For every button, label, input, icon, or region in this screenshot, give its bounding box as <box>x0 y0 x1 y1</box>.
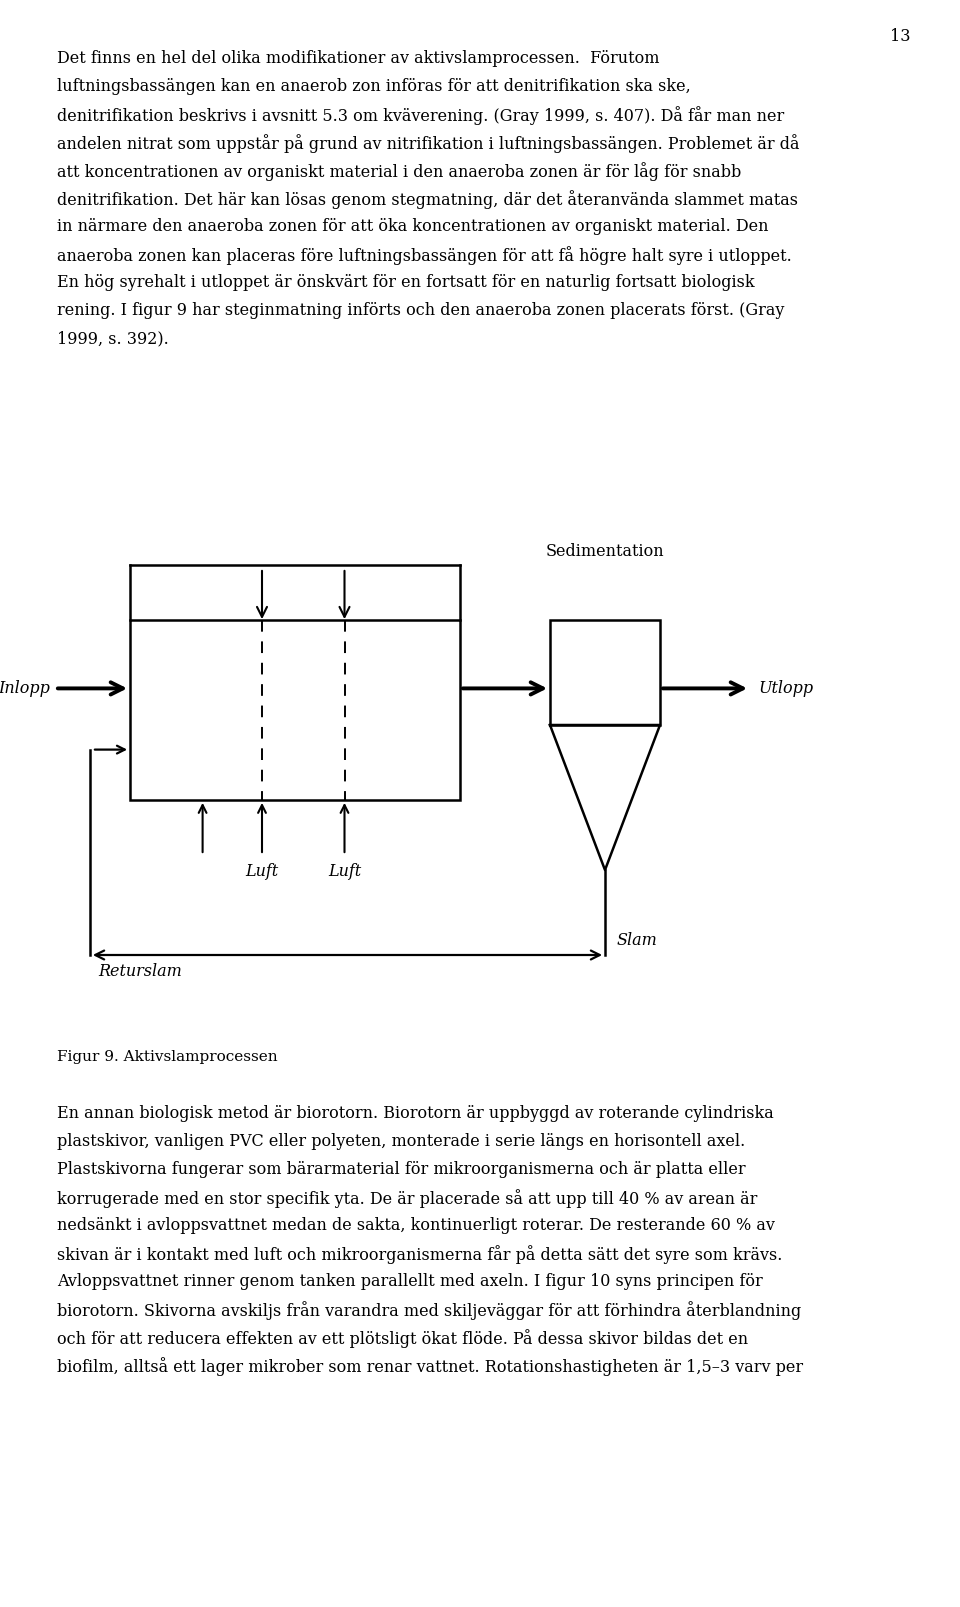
Text: rening. I figur 9 har steginmatning införts och den anaeroba zonen placerats för: rening. I figur 9 har steginmatning infö… <box>57 302 784 320</box>
Text: anaeroba zonen kan placeras före luftningsbassängen för att få högre halt syre i: anaeroba zonen kan placeras före luftnin… <box>57 246 792 265</box>
Text: Plastskivorna fungerar som bärarmaterial för mikroorganismerna och är platta ell: Plastskivorna fungerar som bärarmaterial… <box>57 1160 746 1178</box>
Text: in närmare den anaeroba zonen för att öka koncentrationen av organiskt material.: in närmare den anaeroba zonen för att ök… <box>57 219 769 235</box>
Text: Avloppsvattnet rinner genom tanken parallellt med axeln. I figur 10 syns princip: Avloppsvattnet rinner genom tanken paral… <box>57 1273 763 1290</box>
Text: denitrifikation. Det här kan lösas genom stegmatning, där det återanvända slamme: denitrifikation. Det här kan lösas genom… <box>57 190 798 209</box>
Text: En annan biologisk metod är biorotorn. Biorotorn är uppbyggd av roterande cylind: En annan biologisk metod är biorotorn. B… <box>57 1106 774 1122</box>
Text: biofilm, alltså ett lager mikrober som renar vattnet. Rotationshastigheten är 1,: biofilm, alltså ett lager mikrober som r… <box>57 1356 804 1376</box>
Bar <box>130 620 460 800</box>
Text: nedsänkt i avloppsvattnet medan de sakta, kontinuerligt roterar. De resterande 6: nedsänkt i avloppsvattnet medan de sakta… <box>57 1216 775 1234</box>
Text: skivan är i kontakt med luft och mikroorganismerna får på detta sätt det syre so: skivan är i kontakt med luft och mikroor… <box>57 1245 782 1265</box>
Text: Figur 9. Aktivslamprocessen: Figur 9. Aktivslamprocessen <box>57 1049 277 1064</box>
Text: plastskivor, vanligen PVC eller polyeten, monterade i serie längs en horisontell: plastskivor, vanligen PVC eller polyeten… <box>57 1133 745 1151</box>
Text: En hög syrehalt i utloppet är önskvärt för en fortsatt för en naturlig fortsatt : En hög syrehalt i utloppet är önskvärt f… <box>57 275 755 291</box>
Text: Inlopp: Inlopp <box>0 680 50 697</box>
Text: andelen nitrat som uppstår på grund av nitrifikation i luftningsbassängen. Probl: andelen nitrat som uppstår på grund av n… <box>57 133 800 153</box>
Text: att koncentrationen av organiskt material i den anaeroba zonen är för låg för sn: att koncentrationen av organiskt materia… <box>57 162 741 182</box>
Text: Det finns en hel del olika modifikationer av aktivslamprocessen.  Förutom: Det finns en hel del olika modifikatione… <box>57 50 660 67</box>
Text: 1999, s. 392).: 1999, s. 392). <box>57 329 169 347</box>
Text: Utlopp: Utlopp <box>758 680 813 697</box>
Text: korrugerade med en stor specifik yta. De är placerade så att upp till 40 % av ar: korrugerade med en stor specifik yta. De… <box>57 1189 757 1208</box>
Text: 13: 13 <box>890 27 910 45</box>
Text: Sedimentation: Sedimentation <box>545 543 664 559</box>
Text: Luft: Luft <box>328 863 361 881</box>
Text: biorotorn. Skivorna avskiljs från varandra med skiljeväggar för att förhindra åt: biorotorn. Skivorna avskiljs från varand… <box>57 1302 802 1319</box>
Bar <box>550 620 660 725</box>
Text: och för att reducera effekten av ett plötsligt ökat flöde. På dessa skivor bilda: och för att reducera effekten av ett plö… <box>57 1329 748 1348</box>
Text: Slam: Slam <box>617 932 658 950</box>
Text: Returslam: Returslam <box>98 963 181 980</box>
Text: denitrifikation beskrivs i avsnitt 5.3 om kväverening. (Gray 1999, s. 407). Då f: denitrifikation beskrivs i avsnitt 5.3 o… <box>57 106 784 125</box>
Text: Luft: Luft <box>246 863 278 881</box>
Text: luftningsbassängen kan en anaerob zon införas för att denitrifikation ska ske,: luftningsbassängen kan en anaerob zon in… <box>57 79 691 95</box>
